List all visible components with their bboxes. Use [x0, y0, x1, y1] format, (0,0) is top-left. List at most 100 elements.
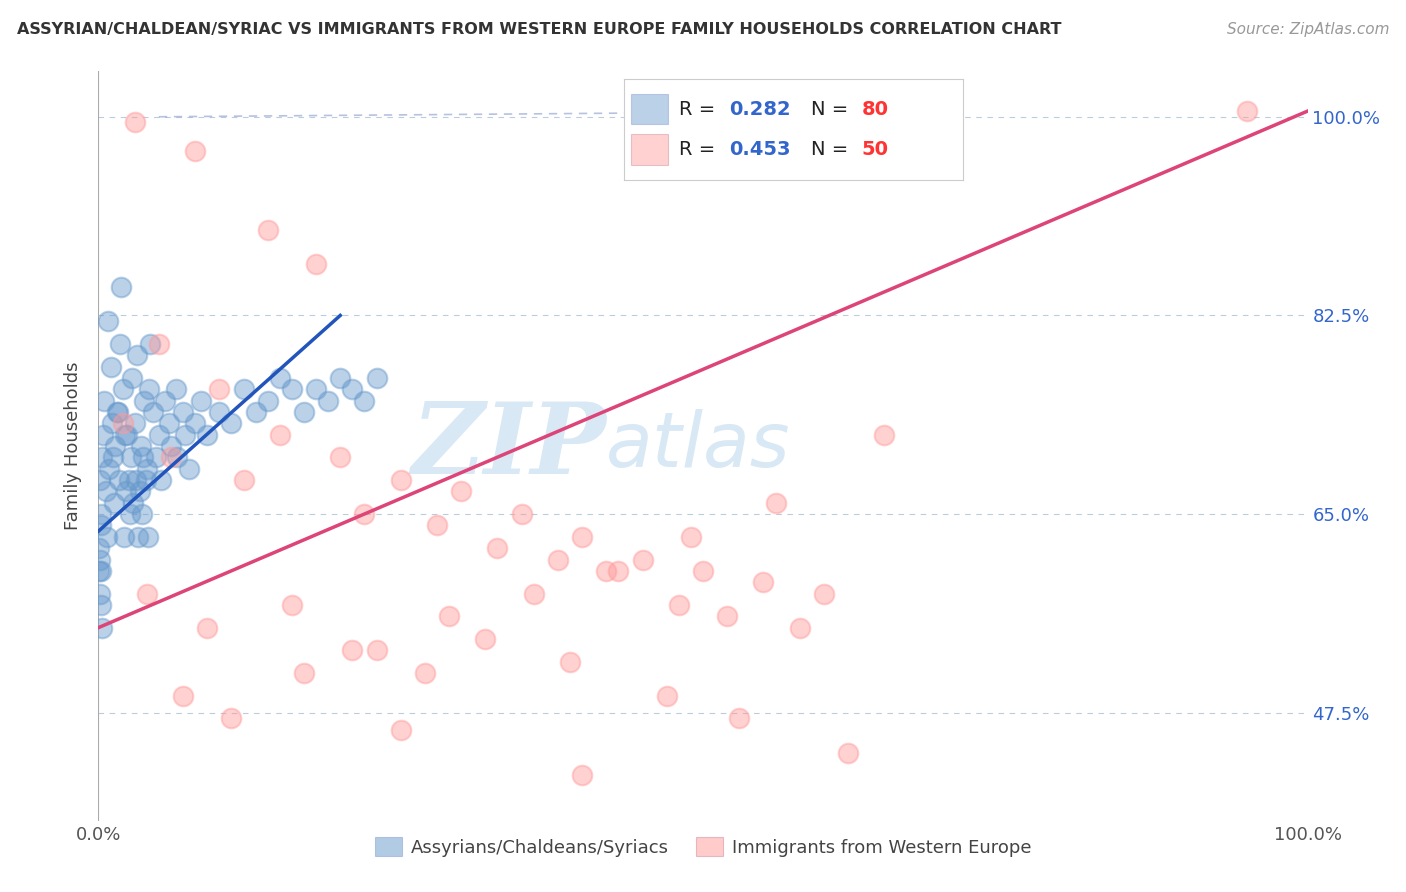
- Point: [190, 393, 212, 408]
- Point: [316, 393, 339, 408]
- Point: [353, 393, 375, 408]
- Point: [135, 586, 157, 600]
- Point: [135, 473, 157, 487]
- Point: [174, 427, 197, 442]
- Point: [100, 417, 122, 431]
- Point: [172, 405, 194, 419]
- Point: [281, 382, 304, 396]
- Point: [138, 382, 160, 396]
- Point: [157, 417, 180, 431]
- Point: [208, 405, 231, 419]
- Point: [127, 530, 149, 544]
- Point: [232, 382, 254, 396]
- Point: [97, 314, 120, 328]
- Point: [124, 115, 146, 129]
- Point: [114, 427, 136, 442]
- Point: [389, 473, 412, 487]
- Point: [558, 655, 581, 669]
- Point: [523, 586, 546, 600]
- Point: [87, 564, 110, 578]
- Point: [98, 461, 121, 475]
- Point: [342, 643, 364, 657]
- Point: [692, 564, 714, 578]
- Point: [679, 530, 702, 544]
- Point: [366, 643, 388, 657]
- Point: [184, 417, 207, 431]
- Point: [160, 450, 183, 465]
- Point: [789, 621, 811, 635]
- Point: [716, 609, 738, 624]
- Point: [245, 405, 267, 419]
- Point: [208, 382, 231, 396]
- Text: ASSYRIAN/CHALDEAN/SYRIAC VS IMMIGRANTS FROM WESTERN EUROPE FAMILY HOUSEHOLDS COR: ASSYRIAN/CHALDEAN/SYRIAC VS IMMIGRANTS F…: [17, 22, 1062, 37]
- Point: [148, 427, 170, 442]
- Point: [89, 552, 111, 566]
- Point: [571, 530, 593, 544]
- Point: [232, 473, 254, 487]
- Point: [389, 723, 412, 737]
- Point: [117, 427, 139, 442]
- Point: [127, 348, 149, 362]
- Point: [89, 473, 111, 487]
- Point: [89, 586, 111, 600]
- Point: [269, 371, 291, 385]
- Point: [145, 450, 167, 465]
- Point: [108, 336, 131, 351]
- Point: [281, 598, 304, 612]
- Point: [91, 427, 114, 442]
- Point: [668, 598, 690, 612]
- Point: [631, 552, 654, 566]
- Point: [292, 666, 315, 681]
- Point: [1236, 104, 1258, 119]
- Text: ZIP: ZIP: [412, 398, 606, 494]
- Point: [486, 541, 509, 556]
- Point: [305, 382, 328, 396]
- Point: [305, 257, 328, 271]
- Point: [135, 461, 157, 475]
- Point: [139, 336, 162, 351]
- Point: [110, 280, 132, 294]
- Point: [90, 507, 112, 521]
- Point: [115, 484, 138, 499]
- Point: [329, 450, 352, 465]
- Point: [366, 371, 388, 385]
- Point: [437, 609, 460, 624]
- Point: [153, 393, 176, 408]
- Point: [450, 484, 472, 499]
- Point: [353, 507, 375, 521]
- Point: [120, 450, 142, 465]
- Point: [837, 746, 859, 760]
- Point: [111, 382, 134, 396]
- Point: [292, 405, 315, 419]
- Point: [121, 371, 143, 385]
- Point: [107, 405, 129, 419]
- Point: [108, 473, 131, 487]
- Point: [131, 507, 153, 521]
- Point: [118, 473, 141, 487]
- Point: [172, 689, 194, 703]
- Point: [118, 507, 141, 521]
- Point: [148, 336, 170, 351]
- Point: [134, 393, 156, 408]
- Point: [112, 530, 135, 544]
- Point: [104, 439, 127, 453]
- Point: [510, 507, 533, 521]
- Point: [132, 450, 155, 465]
- Point: [221, 417, 243, 431]
- Text: atlas: atlas: [606, 409, 790, 483]
- Point: [93, 393, 115, 408]
- Point: [413, 666, 436, 681]
- Point: [90, 598, 112, 612]
- Point: [813, 586, 835, 600]
- Point: [571, 768, 593, 782]
- Point: [122, 496, 145, 510]
- Point: [105, 405, 128, 419]
- Point: [765, 496, 787, 510]
- Point: [752, 575, 775, 590]
- Point: [179, 461, 201, 475]
- Point: [655, 689, 678, 703]
- Point: [195, 621, 218, 635]
- Point: [221, 711, 243, 725]
- Point: [150, 473, 173, 487]
- Point: [426, 518, 449, 533]
